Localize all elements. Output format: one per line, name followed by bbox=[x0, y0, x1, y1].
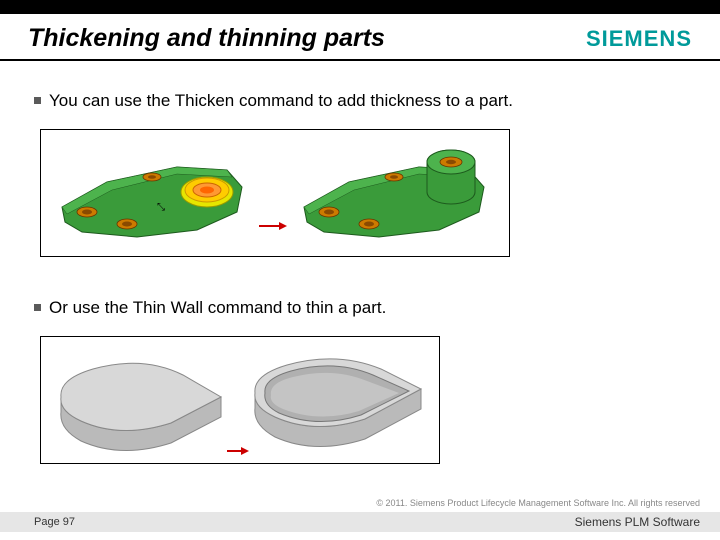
footer-bar: Page 97 Siemens PLM Software bbox=[0, 512, 720, 532]
siemens-logo: SIEMENS bbox=[586, 26, 692, 52]
title-row: Thickening and thinning parts SIEMENS bbox=[0, 14, 720, 59]
svg-text:⤡: ⤡ bbox=[157, 202, 165, 213]
bullet-marker-icon bbox=[34, 304, 41, 311]
arrow-icon bbox=[259, 222, 287, 230]
thinwall-illustration bbox=[41, 337, 441, 465]
content-area: You can use the Thicken command to add t… bbox=[0, 61, 720, 499]
footer: © 2011. Siemens Product Lifecycle Manage… bbox=[0, 498, 720, 540]
bullet-marker-icon bbox=[34, 97, 41, 104]
figure-thicken: ⤡ bbox=[40, 129, 510, 257]
page-number: Page 97 bbox=[34, 516, 75, 528]
bullet-2: Or use the Thin Wall command to thin a p… bbox=[34, 298, 686, 318]
footer-brand: Siemens PLM Software bbox=[575, 515, 700, 529]
bullet-1: You can use the Thicken command to add t… bbox=[34, 91, 686, 111]
arrow-icon bbox=[227, 447, 249, 455]
copyright-text: © 2011. Siemens Product Lifecycle Manage… bbox=[0, 498, 720, 508]
bullet-2-text: Or use the Thin Wall command to thin a p… bbox=[49, 298, 386, 318]
figure-thinwall bbox=[40, 336, 440, 464]
thicken-illustration: ⤡ bbox=[41, 130, 511, 258]
header-black-bar bbox=[0, 0, 720, 14]
slide-title: Thickening and thinning parts bbox=[28, 24, 385, 53]
bullet-1-text: You can use the Thicken command to add t… bbox=[49, 91, 513, 111]
